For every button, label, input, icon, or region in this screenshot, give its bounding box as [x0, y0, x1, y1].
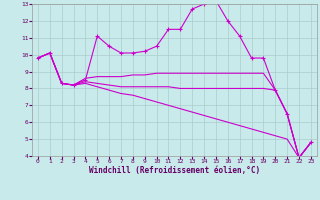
- X-axis label: Windchill (Refroidissement éolien,°C): Windchill (Refroidissement éolien,°C): [89, 166, 260, 175]
